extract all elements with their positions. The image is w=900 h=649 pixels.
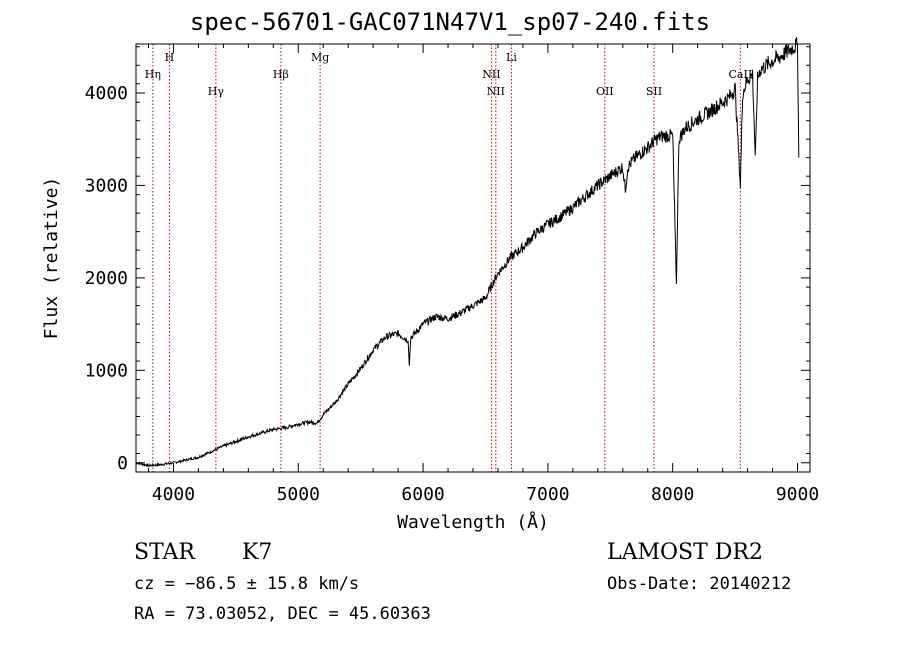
marker-label: Mg	[311, 51, 329, 64]
marker-label: NII	[487, 85, 505, 98]
object-subclass: K7	[242, 540, 273, 565]
x-tick-label: 4000	[152, 484, 195, 505]
x-tick-label: 9000	[776, 484, 819, 505]
x-tick-label: 8000	[651, 484, 694, 505]
marker-label: Hη	[145, 68, 161, 81]
redshift-velocity: cz = −86.5 ± 15.8 km/s	[134, 574, 360, 594]
marker-label: H	[165, 51, 175, 64]
y-tick-label: 2000	[85, 268, 128, 289]
y-tick-label: 3000	[85, 175, 128, 196]
marker-label: Hβ	[273, 68, 289, 81]
y-axis-label: Flux (relative)	[41, 177, 62, 340]
object-class: STAR	[134, 540, 195, 565]
x-tick-label: 5000	[277, 484, 320, 505]
survey-name: LAMOST DR2	[607, 540, 763, 565]
sky-coordinates: RA = 73.03052, DEC = 45.60363	[134, 604, 431, 624]
marker-label: OII	[596, 85, 614, 98]
x-axis-label: Wavelength (Å)	[397, 511, 549, 533]
marker-label: Li	[506, 51, 517, 64]
marker-label: SII	[646, 85, 662, 98]
marker-label: NII	[482, 68, 500, 81]
y-tick-label: 0	[117, 453, 128, 474]
marker-label: Hγ	[208, 85, 225, 98]
spectrum-series	[135, 37, 800, 468]
chart-title: spec-56701-GAC071N47V1_sp07-240.fits	[189, 8, 711, 36]
y-tick-label: 1000	[85, 360, 128, 381]
x-tick-label: 6000	[401, 484, 444, 505]
x-tick-label: 7000	[526, 484, 569, 505]
observation-date: Obs-Date: 20140212	[607, 574, 792, 594]
line-markers: Hη H Hγ Hβ Mg NII NII Li OII SII CaII	[145, 44, 752, 472]
axis-ticks: 4000 5000 6000 7000 8000 9000 0 1000 2000 3000 400…	[85, 44, 819, 505]
y-tick-label: 4000	[85, 83, 128, 104]
marker-label: CaII	[729, 68, 753, 81]
